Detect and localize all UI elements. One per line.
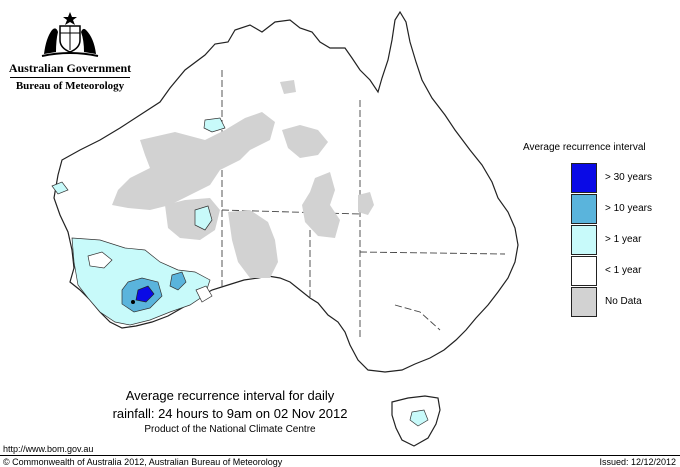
under-1-year-islands (87, 251, 213, 303)
copyright-text: © Commonwealth of Australia 2012, Austra… (3, 457, 283, 467)
government-title: Australian Government (8, 61, 132, 75)
caption-line-3: Product of the National Climate Centre (144, 424, 316, 435)
legend-swatch (571, 163, 597, 193)
legend-title: Average recurrence interval (523, 142, 646, 153)
legend-label: > 1 year (605, 234, 642, 245)
caption-line-2: rainfall: 24 hours to 9am on 02 Nov 2012 (112, 406, 348, 421)
over-30-years-area (135, 285, 155, 303)
legend-label: > 30 years (605, 172, 652, 183)
caption-line-1: Average recurrence interval for daily (125, 388, 335, 403)
website-link[interactable]: http://www.bom.gov.au (3, 444, 94, 454)
bureau-title: Bureau of Meteorology (15, 80, 125, 92)
legend-label: < 1 year (605, 265, 642, 276)
station-marker (131, 300, 135, 304)
no-data-areas (112, 80, 374, 278)
legend-swatch (571, 287, 597, 317)
legend-swatch (571, 194, 597, 224)
legend-swatch (571, 256, 597, 286)
legend-label: No Data (605, 296, 642, 307)
header-divider (10, 77, 130, 78)
legend-label: > 10 years (605, 203, 652, 214)
footer-divider (0, 455, 680, 456)
legend-swatch (571, 225, 597, 255)
issued-date: Issued: 12/12/2012 (599, 457, 676, 467)
coat-of-arms-icon (41, 12, 99, 57)
state-borders (221, 70, 506, 340)
